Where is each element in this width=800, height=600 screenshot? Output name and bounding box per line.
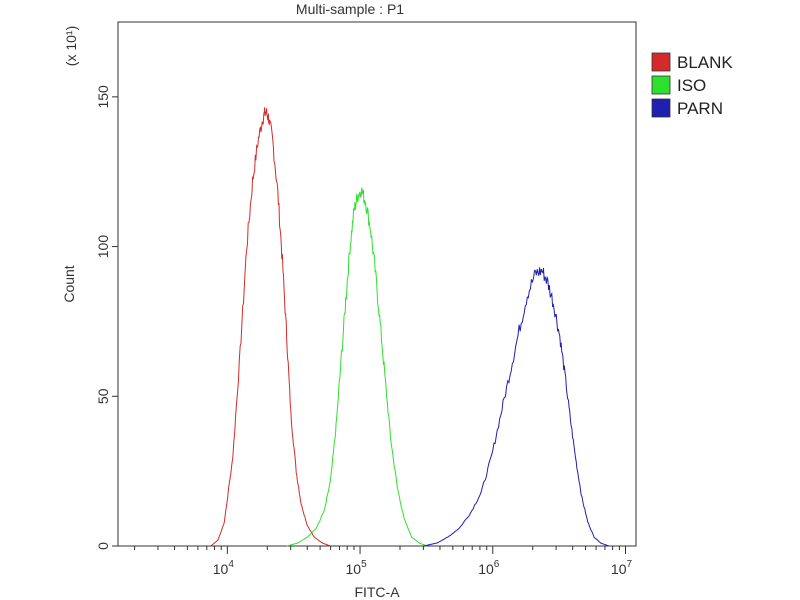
legend-label-iso: ISO bbox=[677, 76, 706, 95]
series-layer bbox=[210, 107, 610, 547]
series-line-parn bbox=[423, 267, 610, 547]
legend-label-parn: PARN bbox=[677, 99, 723, 118]
x-axis-label: FITC-A bbox=[354, 584, 400, 600]
series-line-iso bbox=[286, 187, 428, 547]
y-axis-multiplier-label: (x 10¹) bbox=[63, 26, 79, 66]
plot-frame bbox=[117, 21, 637, 547]
y-axis-ticks: 0 50 100 150 bbox=[95, 85, 118, 550]
y-tick-label: 0 bbox=[95, 542, 111, 550]
x-tick-exponent: 7 bbox=[626, 559, 632, 570]
x-tick-label: 106 bbox=[478, 559, 500, 577]
series-line-blank bbox=[210, 107, 331, 547]
x-axis-ticks: 104 105 106 107 bbox=[134, 546, 633, 577]
chart-title: Multi-sample : P1 bbox=[296, 1, 404, 17]
x-tick-base: 10 bbox=[213, 561, 229, 577]
y-tick-label: 150 bbox=[95, 85, 111, 109]
x-tick-label: 104 bbox=[213, 559, 235, 577]
y-axis-label: Count bbox=[61, 265, 77, 302]
y-tick-label: 100 bbox=[95, 235, 111, 259]
x-tick-label: 107 bbox=[611, 559, 633, 577]
legend: BLANK ISO PARN bbox=[651, 52, 733, 118]
x-tick-base: 10 bbox=[611, 561, 627, 577]
y-tick-label: 50 bbox=[95, 388, 111, 404]
legend-swatch-parn bbox=[651, 98, 671, 118]
x-tick-label: 105 bbox=[345, 559, 367, 577]
x-tick-exponent: 4 bbox=[228, 559, 234, 570]
legend-label-blank: BLANK bbox=[677, 53, 733, 72]
x-tick-exponent: 5 bbox=[361, 559, 367, 570]
legend-swatch-iso bbox=[651, 75, 671, 95]
x-tick-base: 10 bbox=[345, 561, 361, 577]
x-tick-exponent: 6 bbox=[494, 559, 500, 570]
x-tick-base: 10 bbox=[478, 561, 494, 577]
legend-swatch-blank bbox=[651, 52, 671, 72]
